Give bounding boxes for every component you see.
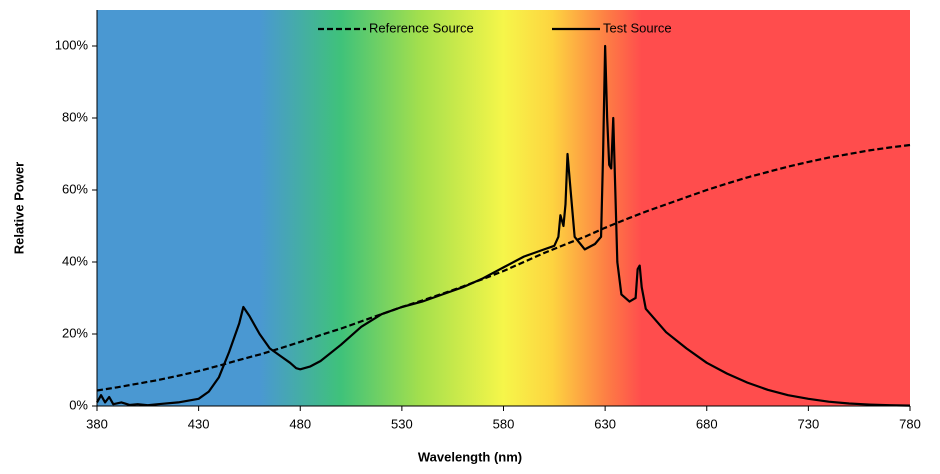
plot-background (97, 10, 910, 406)
y-tick-label: 40% (62, 253, 88, 268)
y-tick-label: 80% (62, 109, 88, 124)
x-tick-label: 680 (696, 416, 718, 431)
x-tick-label: 630 (594, 416, 616, 431)
x-tick-label: 530 (391, 416, 413, 431)
x-tick-label: 780 (899, 416, 921, 431)
x-tick-label: 480 (289, 416, 311, 431)
x-tick-label: 730 (798, 416, 820, 431)
y-tick-label: 100% (55, 37, 89, 52)
y-axis-title: Relative Power (11, 162, 26, 255)
x-tick-label: 380 (86, 416, 108, 431)
legend-label: Test Source (603, 20, 672, 35)
y-tick-label: 60% (62, 181, 88, 196)
x-tick-label: 580 (493, 416, 515, 431)
x-axis-title: Wavelength (nm) (418, 449, 522, 464)
legend-label: Reference Source (369, 20, 474, 35)
y-tick-label: 0% (69, 397, 88, 412)
y-tick-label: 20% (62, 325, 88, 340)
series-line (96, 143, 911, 392)
series-line (96, 44, 911, 407)
x-tick-label: 430 (188, 416, 210, 431)
